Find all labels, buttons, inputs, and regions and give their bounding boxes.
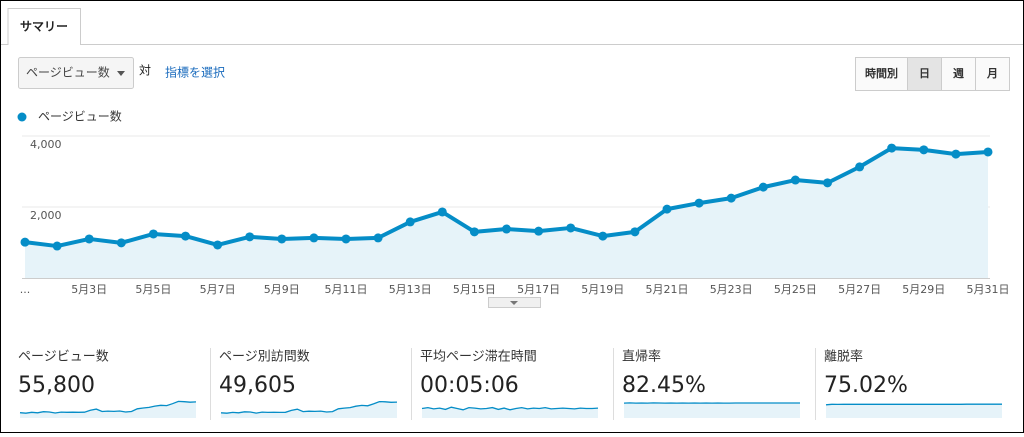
x-tick-label: 5月11日 bbox=[325, 283, 368, 296]
data-point[interactable] bbox=[406, 217, 415, 226]
data-point[interactable] bbox=[534, 227, 543, 236]
time-button-label[interactable]: 日 bbox=[919, 67, 930, 80]
data-point[interactable] bbox=[502, 225, 511, 234]
x-tick-label: 5月21日 bbox=[646, 283, 689, 296]
data-point[interactable] bbox=[117, 238, 126, 247]
metric-value: 75.02% bbox=[824, 373, 908, 398]
x-tick-label: ... bbox=[20, 283, 31, 296]
data-point[interactable] bbox=[374, 233, 383, 242]
data-point[interactable] bbox=[823, 178, 832, 187]
metric-label: 離脱率 bbox=[824, 349, 863, 365]
data-point[interactable] bbox=[695, 199, 704, 208]
sparkline-fill bbox=[624, 403, 800, 418]
data-point[interactable] bbox=[566, 223, 575, 232]
x-tick-label: 5月9日 bbox=[264, 283, 300, 296]
data-point[interactable] bbox=[919, 145, 928, 154]
y-tick-label: 4,000 bbox=[30, 138, 62, 151]
data-point[interactable] bbox=[181, 232, 190, 241]
data-point[interactable] bbox=[85, 234, 94, 243]
tab-label[interactable]: サマリー bbox=[20, 20, 68, 34]
x-tick-label: 5月23日 bbox=[710, 283, 753, 296]
metric-value: 82.45% bbox=[622, 373, 706, 398]
metric-value: 00:05:06 bbox=[420, 373, 519, 398]
legend-label: ページビュー数 bbox=[38, 109, 122, 124]
data-point[interactable] bbox=[438, 207, 447, 216]
metric-value: 55,800 bbox=[18, 373, 95, 398]
data-point[interactable] bbox=[309, 233, 318, 242]
x-tick-label: 5月13日 bbox=[389, 283, 432, 296]
data-point[interactable] bbox=[245, 232, 254, 241]
data-point[interactable] bbox=[727, 194, 736, 203]
time-buttons: 時間別 日 週 月 bbox=[856, 58, 1010, 91]
versus-label: 対 bbox=[139, 64, 151, 78]
x-tick-label: 5月27日 bbox=[838, 283, 881, 296]
data-point[interactable] bbox=[984, 147, 993, 156]
metric-label: ページ別訪問数 bbox=[219, 349, 310, 365]
data-point[interactable] bbox=[53, 242, 62, 251]
metric-label: 直帰率 bbox=[622, 349, 661, 365]
data-point[interactable] bbox=[887, 144, 896, 153]
data-point[interactable] bbox=[342, 234, 351, 243]
x-tick-label: 5月17日 bbox=[517, 283, 560, 296]
data-point[interactable] bbox=[759, 183, 768, 192]
data-point[interactable] bbox=[470, 227, 479, 236]
data-point[interactable] bbox=[791, 176, 800, 185]
metric-value: 49,605 bbox=[219, 373, 296, 398]
x-tick-label: 5月25日 bbox=[774, 283, 817, 296]
time-button-label[interactable]: 月 bbox=[986, 67, 998, 80]
metric-label: 平均ページ滞在時間 bbox=[420, 350, 537, 365]
x-tick-label: 5月15日 bbox=[453, 283, 496, 296]
time-button-label[interactable]: 時間別 bbox=[865, 66, 898, 80]
x-tick-label: 5月31日 bbox=[967, 283, 1010, 296]
x-tick-label: 5月19日 bbox=[581, 283, 624, 296]
data-point[interactable] bbox=[630, 227, 639, 236]
dropdown-label[interactable]: ページビュー数 bbox=[26, 65, 110, 80]
sparkline bbox=[826, 404, 1002, 405]
data-point[interactable] bbox=[663, 205, 672, 214]
data-point[interactable] bbox=[21, 238, 30, 247]
data-point[interactable] bbox=[855, 162, 864, 171]
time-button-label[interactable]: 週 bbox=[953, 66, 964, 80]
select-metric-link[interactable]: 指標を選択 bbox=[165, 65, 225, 80]
sparkline-fill bbox=[826, 404, 1002, 418]
metric-label: ページビュー数 bbox=[18, 350, 109, 365]
data-point[interactable] bbox=[951, 150, 960, 159]
data-point[interactable] bbox=[149, 229, 158, 238]
y-tick-label: 2,000 bbox=[30, 209, 62, 222]
x-tick-label: 5月5日 bbox=[135, 283, 171, 296]
legend-marker bbox=[18, 113, 27, 122]
data-point[interactable] bbox=[277, 234, 286, 243]
data-point[interactable] bbox=[213, 240, 222, 249]
x-tick-label: 5月3日 bbox=[71, 283, 107, 296]
x-tick-label: 5月7日 bbox=[200, 283, 236, 296]
x-tick-label: 5月29日 bbox=[902, 283, 945, 296]
data-point[interactable] bbox=[598, 232, 607, 241]
